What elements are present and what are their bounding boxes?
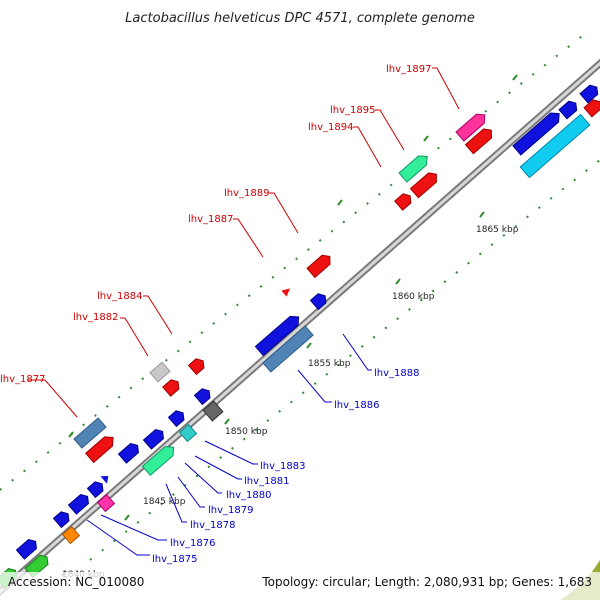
leader-lhv-1897: [432, 67, 460, 110]
leader-lhv-1895: [375, 109, 405, 151]
footer-band: [0, 572, 600, 600]
kbp-label-1845: 1845 kbp: [143, 497, 186, 507]
leader-lhv-1875: [86, 519, 150, 556]
kbp-label-1860: 1860 kbp: [392, 292, 435, 302]
gene-lhv-1879: [117, 442, 139, 464]
gene-lhv-1887: [281, 288, 291, 297]
label-lhv-1881: lhv_1881: [244, 476, 289, 487]
leader-lines-top: [28, 67, 460, 418]
label-lhv-1882: lhv_1882: [73, 312, 118, 323]
kbp-label-1850: 1850 kbp: [225, 427, 268, 437]
gene-lhv-1897a: [455, 113, 486, 142]
gene-lhv-1880: [142, 428, 164, 450]
gene-lhv-1875: [52, 511, 70, 529]
scale-tracks: [0, 29, 600, 561]
tick-1865: [479, 211, 485, 218]
tick-upper-a: [337, 199, 343, 206]
gene-lhv-1881b: [167, 410, 185, 428]
gene-right-cyan: [519, 113, 591, 179]
gene-lhv-1883a: [178, 423, 198, 443]
gene-lhv-1894b: [394, 193, 412, 211]
gene-lhv-1894a: [409, 172, 437, 199]
tick-1845: [124, 514, 130, 521]
gene-right-blue-2: [558, 100, 578, 120]
label-lhv-1895: lhv_1895: [330, 105, 375, 116]
tick-upper-c: [512, 74, 518, 81]
leader-lhv-1881: [194, 455, 242, 480]
gene-right-blue-3: [579, 84, 599, 104]
leader-lhv-1882: [120, 317, 149, 357]
gene-lhv-1888: [309, 293, 327, 311]
gene-lhv-1883c: [202, 400, 224, 422]
leader-lhv-1894: [353, 126, 382, 168]
gene-lhv-1882: [149, 361, 171, 383]
leader-lhv-1886: [297, 369, 332, 403]
label-lhv-1883: lhv_1883: [260, 461, 305, 472]
tick-1860: [395, 278, 401, 285]
gene-right-blue: [512, 112, 560, 156]
genes-top-strand: [73, 99, 600, 464]
leader-lhv-1888: [342, 333, 372, 371]
label-lhv-1877: lhv_1877: [0, 374, 45, 385]
kbp-label-1855: 1855 kbp: [308, 359, 351, 369]
gene-labels-top: lhv_1877 lhv_1882 lhv_1884 lhv_1887 lhv_…: [0, 64, 431, 385]
label-lhv-1894: lhv_1894: [308, 122, 353, 133]
label-lhv-1878: lhv_1878: [190, 520, 235, 531]
kbp-labels: 1845 kbp 1850 kbp 1855 kbp 1860 kbp 1865…: [62, 225, 519, 580]
label-lhv-1879: lhv_1879: [208, 505, 253, 516]
gene-lhv-1876: [61, 525, 81, 545]
gene-lhv-1889: [306, 254, 331, 279]
gene-lhv-1877-right: [85, 436, 114, 464]
label-lhv-1876: lhv_1876: [170, 538, 215, 549]
gene-lhv-1886: [262, 325, 314, 373]
leader-lhv-1878: [165, 483, 187, 523]
map-title: Lactobacillus helveticus DPC 4571, compl…: [125, 11, 475, 26]
leader-lhv-1889: [269, 192, 299, 234]
leader-lhv-1887: [233, 218, 264, 258]
gene-lhv-1877-left: [73, 417, 107, 449]
label-lhv-1887: lhv_1887: [188, 214, 233, 225]
lower-dotted-track: [89, 159, 600, 561]
gene-lhv-1878c: [100, 476, 109, 484]
gene-lhv-1895: [398, 155, 428, 183]
gene-lhv-1897b: [464, 128, 492, 155]
leader-lhv-1883: [204, 440, 258, 465]
gene-lhv-1878d: [96, 493, 116, 513]
leader-lines-bottom: [86, 333, 372, 556]
tick-upper-b: [423, 135, 429, 142]
tick-1855: [306, 342, 312, 349]
gene-labels-bottom: lhv_1875 lhv_1876 lhv_1878 lhv_1879 lhv_…: [152, 368, 419, 565]
leader-lhv-1880: [184, 462, 222, 494]
gene-lhv-1885: [254, 315, 300, 357]
leader-lhv-1876: [100, 514, 167, 541]
backbone-inner: [0, 61, 600, 594]
gene-lhv-1873: [15, 538, 37, 560]
label-lhv-1884: lhv_1884: [97, 291, 142, 302]
gene-lhv-1882b: [162, 379, 180, 397]
gene-lhv-1878a: [67, 493, 89, 515]
label-lhv-1897: lhv_1897: [386, 64, 431, 75]
label-lhv-1886: lhv_1886: [334, 400, 379, 411]
label-lhv-1889: lhv_1889: [224, 188, 269, 199]
genome-backbone: [0, 58, 600, 597]
leader-lhv-1884: [143, 295, 173, 335]
accession-text: Accession: NC_010080: [8, 575, 144, 589]
tick-upper-e: [68, 431, 74, 438]
genome-summary-text: Topology: circular; Length: 2,080,931 bp…: [261, 575, 592, 589]
leader-lhv-1877: [28, 379, 78, 418]
tick-1850: [224, 418, 230, 425]
gene-lhv-1883b: [193, 388, 211, 406]
label-lhv-1880: lhv_1880: [226, 490, 271, 501]
gene-lhv-1881: [141, 446, 175, 477]
leader-lhv-1879: [177, 476, 205, 508]
kbp-label-1865: 1865 kbp: [476, 225, 519, 235]
upper-dotted-track: [0, 29, 591, 491]
gene-lhv-1884: [187, 358, 205, 376]
gene-top-edge: [583, 99, 600, 118]
label-lhv-1888: lhv_1888: [374, 368, 419, 379]
gene-lhv-1878b: [86, 481, 104, 499]
label-lhv-1875: lhv_1875: [152, 554, 197, 565]
